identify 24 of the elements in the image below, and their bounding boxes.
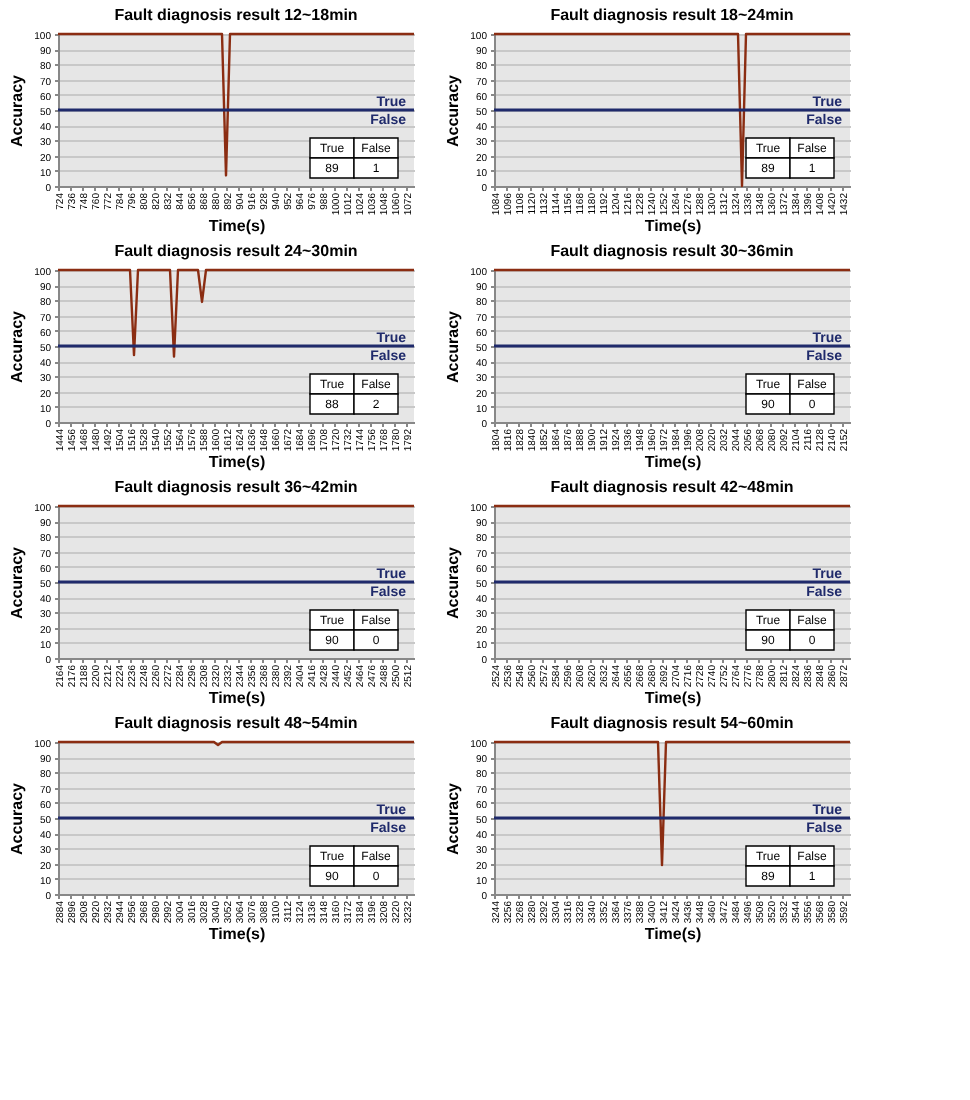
- chart-title: Fault diagnosis result 30~36min: [550, 242, 794, 260]
- x-axis-title: Time(s): [644, 689, 702, 708]
- y-axis-title: Accuracy: [8, 781, 27, 856]
- x-axis-title: Time(s): [208, 925, 266, 944]
- y-axis-title: Accuracy: [444, 781, 463, 856]
- y-axis-title: Accuracy: [444, 73, 463, 148]
- x-axis-title: Time(s): [644, 453, 702, 472]
- y-axis-title: Accuracy: [8, 309, 27, 384]
- chart-title: Fault diagnosis result 54~60min: [550, 714, 794, 732]
- y-axis-title: Accuracy: [444, 545, 463, 620]
- chart-title: Fault diagnosis result 48~54min: [114, 714, 358, 732]
- y-axis-title: Accuracy: [8, 73, 27, 148]
- chart-title: Fault diagnosis result 36~42min: [114, 478, 358, 496]
- x-axis-title: Time(s): [644, 217, 702, 236]
- x-axis-title: Time(s): [208, 217, 266, 236]
- x-axis-title: Time(s): [208, 453, 266, 472]
- y-axis-title: Accuracy: [444, 309, 463, 384]
- x-axis-title: Time(s): [644, 925, 702, 944]
- chart-title: Fault diagnosis result 42~48min: [550, 478, 794, 496]
- chart-title: Fault diagnosis result 18~24min: [550, 6, 794, 24]
- x-axis-title: Time(s): [208, 689, 266, 708]
- y-axis-title: Accuracy: [8, 545, 27, 620]
- chart-title: Fault diagnosis result 24~30min: [114, 242, 358, 260]
- chart-title: Fault diagnosis result 12~18min: [114, 6, 358, 24]
